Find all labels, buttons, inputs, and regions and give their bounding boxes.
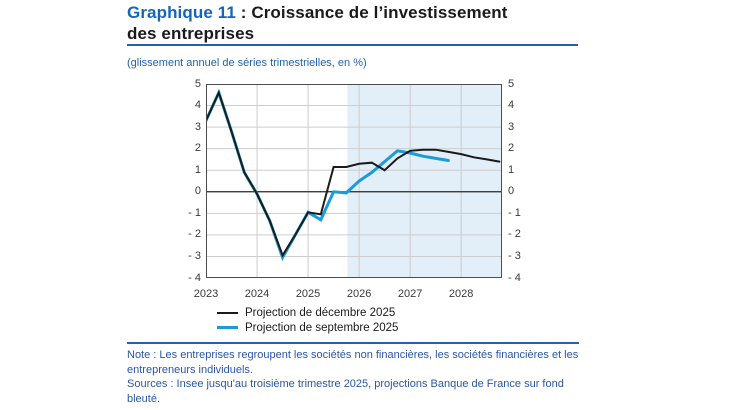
- chart-title-text-line1: : Croissance de l’investissement: [235, 3, 508, 22]
- y-axis-label-left: 4: [194, 99, 201, 112]
- y-axis-label-right: - 4: [508, 271, 521, 284]
- y-axis-label-left: - 4: [188, 271, 201, 284]
- y-axis-label-left: 5: [194, 77, 201, 90]
- x-axis-label: 2023: [193, 288, 219, 300]
- footnotes: Note : Les entreprises regroupent les so…: [127, 348, 581, 407]
- legend-item-december-projection: Projection de décembre 2025: [217, 305, 398, 320]
- data-line-projection-de-décembre-2025: [206, 89, 501, 258]
- y-axis-label-left: - 3: [188, 249, 201, 262]
- y-axis-label-left: 0: [194, 185, 201, 198]
- legend-line-swatch-black: [217, 311, 238, 314]
- x-axis-label: 2028: [448, 288, 474, 300]
- chart-legend: Projection de décembre 2025 Projection d…: [217, 305, 398, 335]
- x-axis-label: 2024: [244, 288, 270, 300]
- y-axis-label-right: 4: [508, 99, 515, 112]
- y-axis-label-right: - 2: [508, 228, 521, 241]
- y-axis-label-right: 3: [508, 120, 515, 133]
- chart-subtitle: (glissement annuel de séries trimestriel…: [127, 57, 367, 69]
- y-axis-label-right: 5: [508, 77, 515, 90]
- legend-label: Projection de décembre 2025: [245, 306, 396, 319]
- y-axis-label-left: - 1: [188, 206, 201, 219]
- y-axis-label-left: - 2: [188, 228, 201, 241]
- legend-item-september-projection: Projection de septembre 2025: [217, 320, 398, 335]
- legend-line-swatch-blue: [217, 326, 238, 329]
- x-axis-label: 2027: [397, 288, 423, 300]
- note-separator-rule: [127, 342, 579, 344]
- projection-shaded-region: [347, 84, 502, 278]
- y-axis-label-right: - 3: [508, 249, 521, 262]
- y-axis-label-left: 1: [194, 163, 201, 176]
- title-separator-rule: [127, 44, 578, 46]
- y-axis-label-left: 2: [194, 142, 201, 155]
- chart-title-text-line2: des entreprises: [127, 23, 255, 43]
- y-axis-label-right: 1: [508, 163, 515, 176]
- y-axis-label-right: - 1: [508, 206, 521, 219]
- y-axis-label-right: 2: [508, 142, 515, 155]
- x-axis-label: 2026: [346, 288, 372, 300]
- y-axis-label-right: 0: [508, 185, 515, 198]
- sources-text: Sources : Insee jusqu'au troisième trime…: [127, 378, 564, 405]
- x-axis-label: 2025: [295, 288, 321, 300]
- chart-title: Graphique 11 : Croissance de l’investiss…: [127, 3, 587, 44]
- plot-frame: [206, 84, 502, 278]
- note-text: Note : Les entreprises regroupent les so…: [127, 349, 579, 376]
- y-axis-label-left: 3: [194, 120, 201, 133]
- chart-title-number: Graphique 11: [127, 3, 236, 22]
- legend-label: Projection de septembre 2025: [245, 321, 399, 334]
- line-chart-plot-area: [206, 84, 502, 278]
